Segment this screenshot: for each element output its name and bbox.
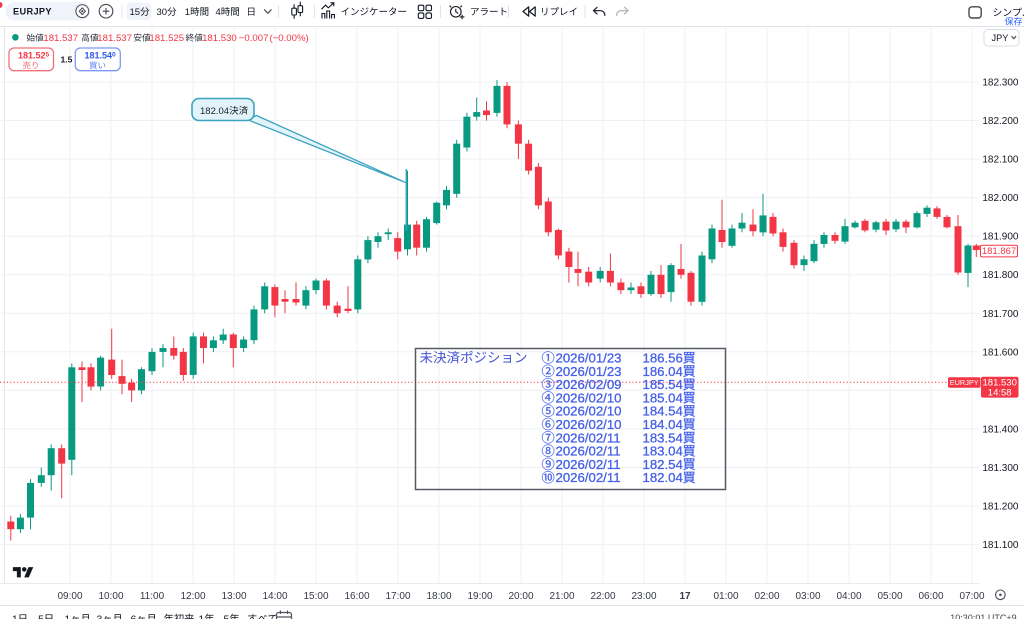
svg-text:181.600: 181.600 (982, 347, 1019, 358)
svg-text:21:00: 21:00 (549, 591, 574, 602)
svg-text:13:00: 13:00 (221, 591, 246, 602)
svg-text:182.04: 182.04 (643, 470, 683, 485)
svg-text:−0.007: −0.007 (239, 33, 269, 44)
svg-text:15:00: 15:00 (303, 591, 328, 602)
svg-text:185.54: 185.54 (643, 377, 683, 392)
svg-text:JPY: JPY (992, 33, 1009, 43)
svg-text:05:00: 05:00 (877, 591, 902, 602)
svg-text:6: 6 (131, 614, 137, 619)
svg-text:2026/02/11: 2026/02/11 (556, 470, 621, 485)
svg-text:18:00: 18:00 (426, 591, 451, 602)
svg-text:1: 1 (12, 614, 18, 619)
svg-text:181.100: 181.100 (982, 540, 1019, 551)
svg-text:10:00: 10:00 (98, 591, 123, 602)
svg-text:2026/02/10: 2026/02/10 (556, 390, 622, 405)
svg-text:23:00: 23:00 (631, 591, 656, 602)
svg-text:30: 30 (157, 7, 168, 18)
svg-text:181.530: 181.530 (983, 377, 1017, 388)
svg-text:16:00: 16:00 (344, 591, 369, 602)
svg-text:181.530: 181.530 (202, 33, 237, 44)
svg-text:06:00: 06:00 (918, 591, 943, 602)
svg-text:17:00: 17:00 (385, 591, 410, 602)
svg-text:14:00: 14:00 (262, 591, 287, 602)
svg-text:11:00: 11:00 (140, 591, 165, 602)
svg-text:181.540: 181.540 (85, 51, 117, 61)
svg-text:02:00: 02:00 (754, 591, 779, 602)
svg-text:14:58: 14:58 (988, 387, 1012, 398)
svg-text:09:00: 09:00 (57, 591, 82, 602)
svg-text:2026/02/11: 2026/02/11 (556, 444, 621, 459)
svg-text:2026/02/11: 2026/02/11 (556, 430, 621, 445)
svg-text:2026/02/11: 2026/02/11 (556, 457, 621, 472)
svg-text:186.56: 186.56 (643, 351, 683, 366)
svg-text:19:00: 19:00 (467, 591, 492, 602)
svg-text:EURJPY: EURJPY (950, 378, 979, 387)
svg-text:181.800: 181.800 (982, 270, 1019, 281)
svg-text:181.525: 181.525 (18, 51, 50, 61)
svg-text:184.04: 184.04 (643, 417, 683, 432)
svg-text:182.200: 182.200 (982, 116, 1019, 127)
svg-text:03:00: 03:00 (795, 591, 820, 602)
svg-text:181.200: 181.200 (982, 502, 1019, 513)
svg-text:4: 4 (216, 7, 221, 18)
svg-text:2026/01/23: 2026/01/23 (556, 364, 622, 379)
svg-text:20:00: 20:00 (508, 591, 533, 602)
svg-text:2026/02/09: 2026/02/09 (556, 377, 622, 392)
svg-text:186.04: 186.04 (643, 364, 683, 379)
svg-text:183.54: 183.54 (643, 430, 683, 445)
svg-text:07:00: 07:00 (959, 591, 984, 602)
svg-text:181.300: 181.300 (982, 463, 1019, 474)
svg-text:182.000: 182.000 (982, 193, 1019, 204)
svg-text:181.700: 181.700 (982, 309, 1019, 320)
svg-text:15: 15 (130, 7, 141, 18)
svg-text:22:00: 22:00 (590, 591, 615, 602)
svg-text:2026/01/23: 2026/01/23 (556, 351, 622, 366)
svg-text:10:30:01 UTC+9: 10:30:01 UTC+9 (950, 613, 1016, 619)
svg-text:182.54: 182.54 (643, 457, 683, 472)
svg-text:2026/02/10: 2026/02/10 (556, 417, 622, 432)
svg-text:181.900: 181.900 (982, 232, 1019, 243)
svg-text:1: 1 (65, 614, 71, 619)
svg-text:181.867: 181.867 (982, 246, 1016, 257)
svg-text:181.537: 181.537 (97, 33, 132, 44)
svg-text:184.54: 184.54 (643, 404, 683, 419)
svg-text:1.5: 1.5 (61, 55, 73, 65)
svg-text:182.300: 182.300 (982, 78, 1019, 89)
svg-text:1: 1 (199, 614, 205, 619)
svg-text:1: 1 (185, 7, 190, 18)
svg-text:2026/02/10: 2026/02/10 (556, 404, 622, 419)
svg-text:182.04: 182.04 (200, 106, 229, 117)
svg-text:5: 5 (224, 614, 230, 619)
svg-text:(−0.00%): (−0.00%) (270, 33, 309, 44)
svg-text:181.537: 181.537 (43, 33, 78, 44)
svg-text:183.04: 183.04 (643, 444, 683, 459)
svg-text:3: 3 (97, 614, 103, 619)
svg-text:5: 5 (38, 614, 44, 619)
svg-text:185.04: 185.04 (643, 390, 683, 405)
svg-text:181.400: 181.400 (982, 425, 1019, 436)
svg-text:182.100: 182.100 (982, 155, 1019, 166)
svg-text:12:00: 12:00 (180, 591, 205, 602)
svg-text:04:00: 04:00 (836, 591, 861, 602)
svg-text:17: 17 (679, 591, 691, 602)
svg-text:01:00: 01:00 (713, 591, 738, 602)
svg-text:181.525: 181.525 (149, 33, 184, 44)
svg-text:EURJPY: EURJPY (13, 7, 52, 17)
